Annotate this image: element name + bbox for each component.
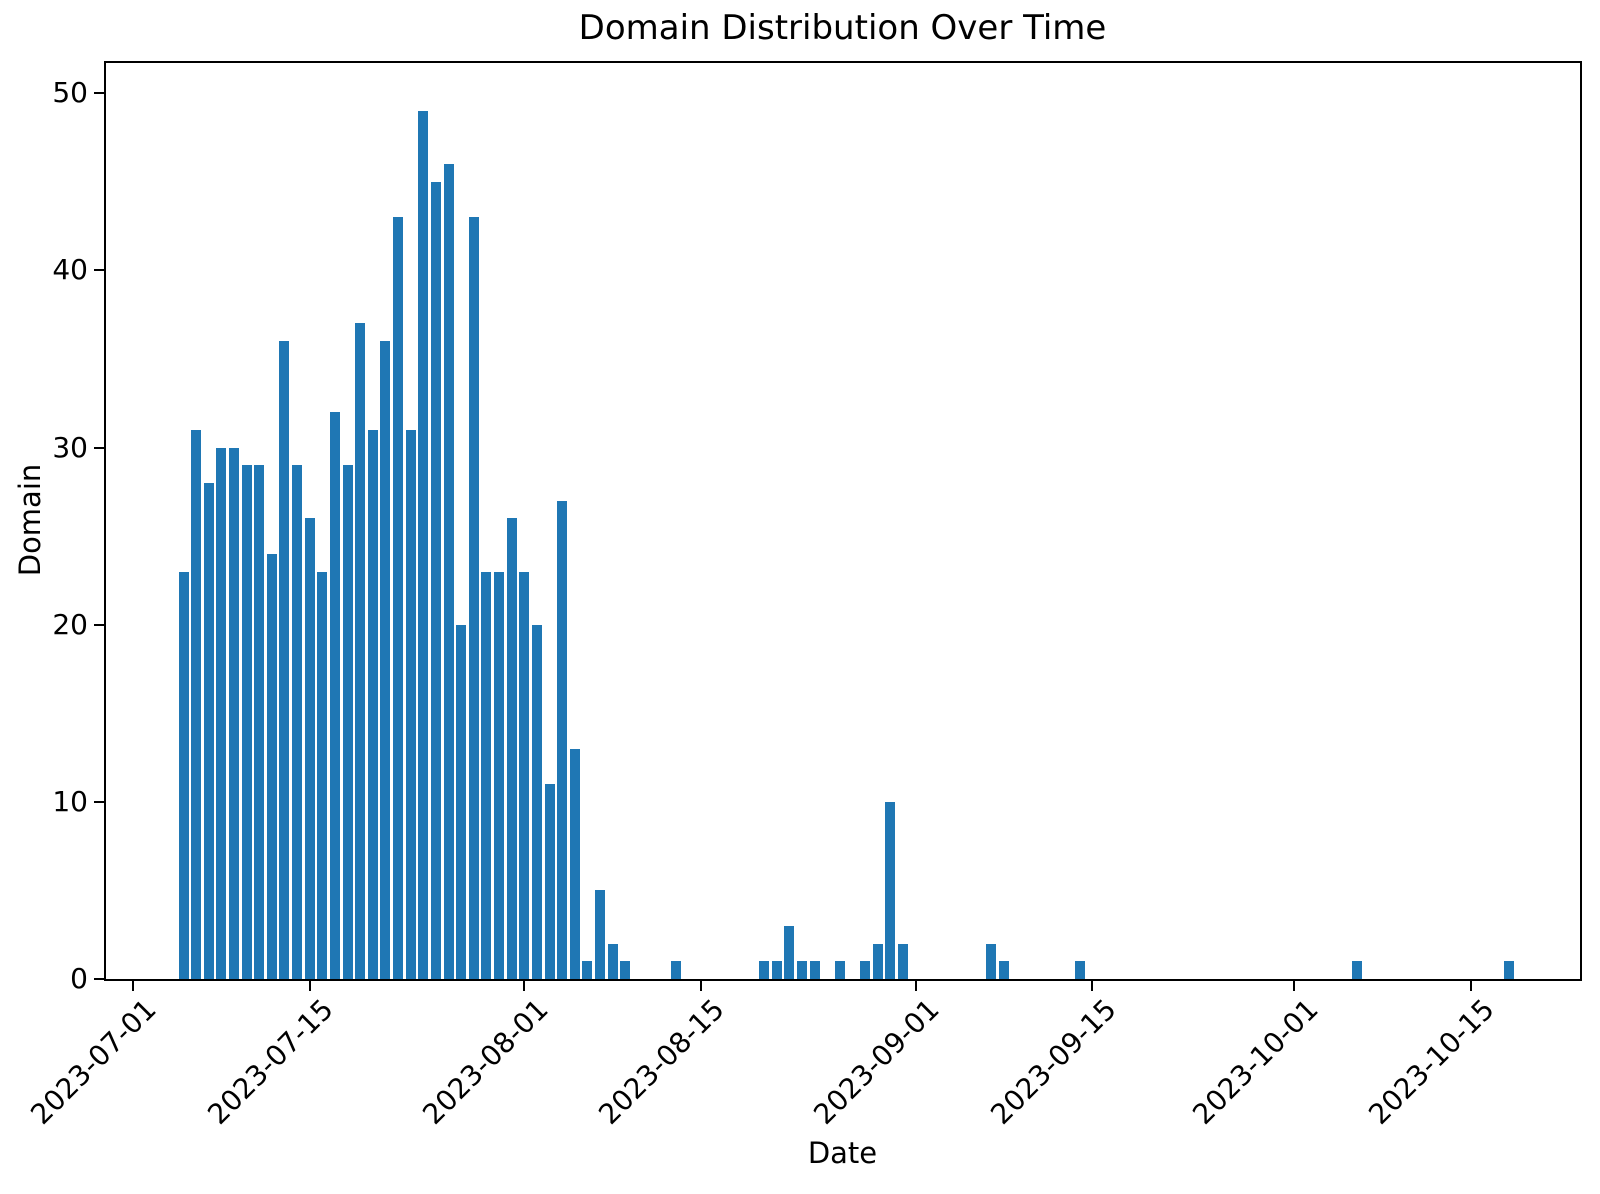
bar: [834, 961, 845, 979]
bar: [1503, 961, 1514, 979]
bar: [519, 571, 530, 979]
bar: [494, 571, 505, 979]
y-tick: [94, 269, 104, 272]
y-tick-label: 10: [52, 784, 88, 818]
chart-title: Domain Distribution Over Time: [578, 8, 1107, 48]
y-tick: [94, 800, 104, 803]
x-tick: [132, 981, 134, 991]
bar: [456, 624, 467, 979]
bar: [582, 961, 593, 979]
bar: [393, 217, 404, 979]
x-tick: [1091, 981, 1094, 991]
bar: [620, 961, 631, 979]
bar: [468, 217, 479, 979]
bar: [885, 801, 896, 979]
y-tick: [94, 92, 104, 95]
y-tick-label: 0: [70, 962, 88, 995]
y-tick-label: 20: [52, 607, 88, 641]
bar: [544, 784, 555, 979]
y-tick: [94, 446, 104, 449]
bar: [317, 571, 328, 979]
bar: [506, 518, 517, 979]
bar: [784, 925, 795, 979]
x-tick-label: 2023-07-15: [201, 992, 340, 1131]
x-tick: [1470, 981, 1473, 991]
x-tick: [914, 981, 917, 991]
bar: [872, 943, 883, 979]
bar: [254, 465, 265, 979]
bar: [228, 447, 239, 979]
y-tick-label: 30: [52, 430, 88, 464]
bar: [355, 323, 366, 979]
x-tick: [1293, 981, 1296, 991]
x-tick-label: 2023-07-01: [24, 992, 163, 1131]
bar: [771, 961, 782, 979]
bar: [405, 429, 416, 979]
bar: [481, 571, 492, 979]
bar: [670, 961, 681, 979]
bar: [443, 164, 454, 979]
bar: [759, 961, 770, 979]
x-axis-label: Date: [807, 1136, 878, 1170]
bar: [1074, 961, 1085, 979]
bar: [380, 341, 391, 979]
bar: [241, 465, 252, 979]
x-tick-label: 2023-09-01: [807, 992, 946, 1131]
plot-area: [104, 61, 1582, 981]
bar: [531, 624, 542, 979]
y-tick: [94, 623, 104, 626]
bar: [367, 429, 378, 979]
bar: [279, 341, 290, 979]
y-axis-label-anchor: Domain: [0, 464, 90, 577]
bar: [292, 465, 303, 979]
bar: [607, 943, 618, 979]
x-tick-label: 2023-10-01: [1185, 992, 1325, 1131]
bar: [809, 961, 820, 979]
bar: [999, 961, 1010, 979]
bar: [418, 110, 429, 979]
bar: [266, 553, 277, 979]
bar: [569, 748, 580, 979]
y-axis-label: Domain: [13, 463, 47, 577]
bar: [1352, 961, 1363, 979]
bar: [304, 518, 315, 979]
bar: [986, 943, 997, 979]
bar: [203, 482, 214, 979]
y-tick-label: 40: [52, 253, 88, 287]
x-tick: [308, 981, 311, 991]
x-tick-label: 2023-08-15: [592, 992, 732, 1131]
y-tick-label: 50: [52, 76, 88, 110]
bar: [342, 465, 353, 979]
bar: [216, 447, 227, 979]
bar: [178, 571, 189, 979]
bar: [595, 890, 606, 979]
bar: [329, 412, 340, 979]
bar: [860, 961, 871, 979]
bar: [191, 429, 202, 979]
bar: [898, 943, 909, 979]
bar: [430, 181, 441, 979]
x-tick-label: 2023-09-15: [983, 992, 1123, 1131]
y-tick: [94, 978, 104, 980]
bar: [557, 500, 568, 979]
x-tick: [700, 981, 703, 991]
bar: [797, 961, 808, 979]
x-tick-label: 2023-10-15: [1362, 992, 1502, 1131]
x-tick-label: 2023-08-01: [415, 992, 555, 1131]
x-tick: [523, 981, 526, 991]
